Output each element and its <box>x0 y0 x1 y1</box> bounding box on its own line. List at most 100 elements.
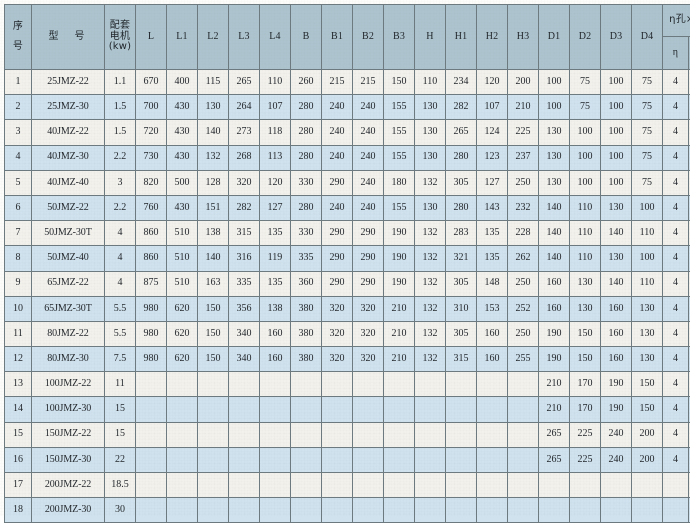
cell-H2: 120 <box>477 70 508 95</box>
cell-L3 <box>229 447 260 472</box>
cell-holes-n: 4 <box>663 221 689 246</box>
cell-L: 700 <box>136 95 167 120</box>
cell-H <box>415 473 446 498</box>
cell-model: 150JMZ-22 <box>32 422 105 447</box>
cell-B3: 190 <box>384 271 415 296</box>
cell-H <box>415 397 446 422</box>
cell-B: 330 <box>291 170 322 195</box>
cell-L2: 140 <box>198 120 229 145</box>
cell-L1 <box>167 447 198 472</box>
header-dim-D2: D2 <box>570 5 601 70</box>
cell-H2: 124 <box>477 120 508 145</box>
cell-B2: 320 <box>353 296 384 321</box>
cell-L1: 400 <box>167 70 198 95</box>
cell-D3: 240 <box>601 447 632 472</box>
cell-L4: 135 <box>260 221 291 246</box>
header-dim-B1: B1 <box>322 5 353 70</box>
cell-holes-n: 4 <box>663 170 689 195</box>
cell-sequence: 9 <box>5 271 32 296</box>
cell-L3: 265 <box>229 70 260 95</box>
cell-motor-power: 4 <box>105 271 136 296</box>
cell-H1 <box>446 473 477 498</box>
cell-L4 <box>260 473 291 498</box>
cell-H: 132 <box>415 246 446 271</box>
cell-B3: 155 <box>384 120 415 145</box>
header-model: 型 号 <box>32 5 105 70</box>
cell-B1: 240 <box>322 120 353 145</box>
cell-H2: 148 <box>477 271 508 296</box>
cell-D3: 100 <box>601 70 632 95</box>
cell-model: 50JMZ-30T <box>32 221 105 246</box>
cell-holes-n: 4 <box>663 195 689 220</box>
header-dim-H2: H2 <box>477 5 508 70</box>
cell-D4 <box>632 473 663 498</box>
cell-B1: 320 <box>322 321 353 346</box>
cell-D3: 240 <box>601 422 632 447</box>
cell-B3 <box>384 498 415 523</box>
cell-motor-power: 2.2 <box>105 145 136 170</box>
cell-H: 110 <box>415 70 446 95</box>
header-group-holes: η孔×φd <box>663 5 690 37</box>
cell-H: 130 <box>415 145 446 170</box>
cell-holes-n: 4 <box>663 422 689 447</box>
header-motor-power: 配套 电机 (kw) <box>105 5 136 70</box>
cell-H1: 280 <box>446 145 477 170</box>
cell-H2: 127 <box>477 170 508 195</box>
cell-model: 50JMZ-40 <box>32 246 105 271</box>
cell-L2: 130 <box>198 95 229 120</box>
cell-D4: 150 <box>632 397 663 422</box>
cell-B3 <box>384 397 415 422</box>
cell-motor-power: 1.1 <box>105 70 136 95</box>
header-dim-D4: D4 <box>632 5 663 70</box>
cell-B1: 240 <box>322 195 353 220</box>
cell-B3: 210 <box>384 296 415 321</box>
cell-D4: 75 <box>632 95 663 120</box>
cell-L: 820 <box>136 170 167 195</box>
cell-L: 980 <box>136 321 167 346</box>
cell-L4: 160 <box>260 347 291 372</box>
cell-D4: 110 <box>632 221 663 246</box>
cell-H2: 123 <box>477 145 508 170</box>
cell-sequence: 11 <box>5 321 32 346</box>
cell-holes-n: 4 <box>663 447 689 472</box>
cell-L1: 430 <box>167 95 198 120</box>
cell-D1: 160 <box>539 271 570 296</box>
cell-D1: 190 <box>539 321 570 346</box>
cell-H <box>415 422 446 447</box>
cell-H: 132 <box>415 271 446 296</box>
cell-L3 <box>229 397 260 422</box>
cell-L4: 135 <box>260 271 291 296</box>
cell-D2: 130 <box>570 271 601 296</box>
cell-H3: 210 <box>508 95 539 120</box>
cell-motor-power: 22 <box>105 447 136 472</box>
cell-sequence: 10 <box>5 296 32 321</box>
cell-L2 <box>198 422 229 447</box>
cell-B <box>291 498 322 523</box>
cell-D1: 190 <box>539 347 570 372</box>
cell-B3: 180 <box>384 170 415 195</box>
cell-L1 <box>167 422 198 447</box>
cell-B2: 290 <box>353 271 384 296</box>
cell-L4: 119 <box>260 246 291 271</box>
cell-H1 <box>446 447 477 472</box>
cell-L1: 620 <box>167 321 198 346</box>
cell-H2: 143 <box>477 195 508 220</box>
cell-L1: 430 <box>167 195 198 220</box>
cell-D4: 150 <box>632 372 663 397</box>
cell-D3: 140 <box>601 221 632 246</box>
cell-L2: 163 <box>198 271 229 296</box>
cell-L1: 500 <box>167 170 198 195</box>
header-seq: 序 号 <box>5 5 32 70</box>
cell-D3: 100 <box>601 95 632 120</box>
cell-D3: 100 <box>601 120 632 145</box>
cell-H3: 252 <box>508 296 539 321</box>
cell-D1: 265 <box>539 447 570 472</box>
cell-L4: 107 <box>260 95 291 120</box>
cell-L3: 264 <box>229 95 260 120</box>
cell-model: 25JMZ-30 <box>32 95 105 120</box>
cell-H1: 310 <box>446 296 477 321</box>
cell-D4: 75 <box>632 70 663 95</box>
cell-model: 40JMZ-40 <box>32 170 105 195</box>
